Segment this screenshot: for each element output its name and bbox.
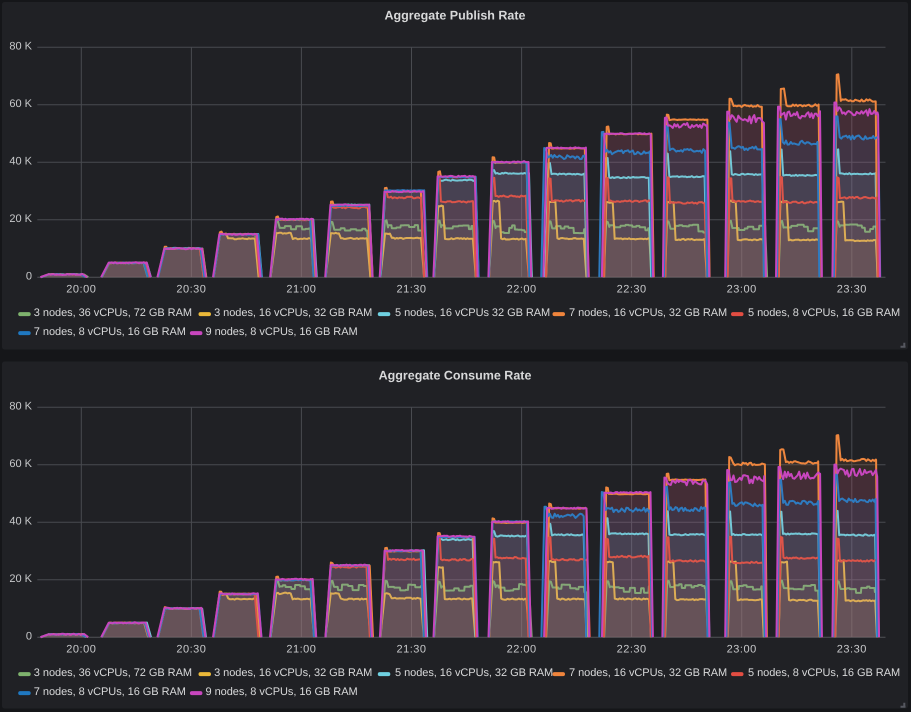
svg-text:40 K: 40 K — [9, 156, 32, 168]
svg-text:20:00: 20:00 — [66, 644, 96, 656]
svg-text:22:00: 22:00 — [507, 644, 537, 656]
svg-text:20:00: 20:00 — [66, 284, 96, 296]
svg-text:22:30: 22:30 — [617, 284, 647, 296]
svg-text:3 nodes, 36 vCPUs, 72 GB RAM: 3 nodes, 36 vCPUs, 72 GB RAM — [34, 667, 192, 679]
svg-text:20 K: 20 K — [9, 573, 32, 585]
svg-text:9 nodes, 8 vCPUs, 16 GB RAM: 9 nodes, 8 vCPUs, 16 GB RAM — [206, 326, 358, 338]
svg-text:7 nodes, 8 vCPUs, 16 GB RAM: 7 nodes, 8 vCPUs, 16 GB RAM — [34, 326, 186, 338]
svg-text:5 nodes, 8 vCPUs, 16 GB RAM: 5 nodes, 8 vCPUs, 16 GB RAM — [748, 667, 900, 679]
svg-text:23:00: 23:00 — [727, 284, 757, 296]
svg-text:22:30: 22:30 — [617, 644, 647, 656]
svg-text:9 nodes, 8 vCPUs, 16 GB RAM: 9 nodes, 8 vCPUs, 16 GB RAM — [206, 686, 358, 698]
svg-text:3 nodes, 16 vCPUs, 32 GB RAM: 3 nodes, 16 vCPUs, 32 GB RAM — [214, 667, 372, 679]
svg-text:7 nodes, 16 vCPUs, 32 GB RAM: 7 nodes, 16 vCPUs, 32 GB RAM — [569, 667, 727, 679]
svg-text:5 nodes, 16 vCPUs, 32 GB RAM: 5 nodes, 16 vCPUs, 32 GB RAM — [395, 667, 553, 679]
svg-text:21:30: 21:30 — [396, 644, 426, 656]
svg-text:3 nodes, 36 vCPUs, 72 GB RAM: 3 nodes, 36 vCPUs, 72 GB RAM — [34, 307, 192, 319]
svg-text:80 K: 80 K — [9, 41, 32, 53]
svg-text:40 K: 40 K — [9, 516, 32, 528]
svg-text:80 K: 80 K — [9, 401, 32, 413]
svg-text:60 K: 60 K — [9, 98, 32, 110]
svg-text:23:30: 23:30 — [837, 644, 867, 656]
svg-text:20:30: 20:30 — [176, 644, 206, 656]
svg-text:Aggregate Consume Rate: Aggregate Consume Rate — [379, 368, 532, 382]
svg-text:21:30: 21:30 — [396, 284, 426, 296]
svg-text:21:00: 21:00 — [286, 644, 316, 656]
svg-text:20:30: 20:30 — [176, 284, 206, 296]
svg-text:20 K: 20 K — [9, 213, 32, 225]
svg-text:21:00: 21:00 — [286, 284, 316, 296]
svg-text:3 nodes, 16 vCPUs, 32 GB RAM: 3 nodes, 16 vCPUs, 32 GB RAM — [214, 307, 372, 319]
svg-text:7 nodes, 8 vCPUs, 16 GB RAM: 7 nodes, 8 vCPUs, 16 GB RAM — [34, 686, 186, 698]
svg-text:Aggregate Publish Rate: Aggregate Publish Rate — [385, 8, 526, 22]
svg-text:0: 0 — [26, 631, 32, 643]
svg-text:5 nodes, 8 vCPUs, 16 GB RAM: 5 nodes, 8 vCPUs, 16 GB RAM — [748, 307, 900, 319]
svg-text:60 K: 60 K — [9, 458, 32, 470]
svg-text:23:00: 23:00 — [727, 644, 757, 656]
svg-text:23:30: 23:30 — [837, 284, 867, 296]
svg-text:22:00: 22:00 — [507, 284, 537, 296]
svg-text:5 nodes, 16 vCPUs 32 GB RAM: 5 nodes, 16 vCPUs 32 GB RAM — [395, 307, 550, 319]
svg-text:0: 0 — [26, 271, 32, 283]
svg-text:7 nodes, 16 vCPUs, 32 GB RAM: 7 nodes, 16 vCPUs, 32 GB RAM — [569, 307, 727, 319]
